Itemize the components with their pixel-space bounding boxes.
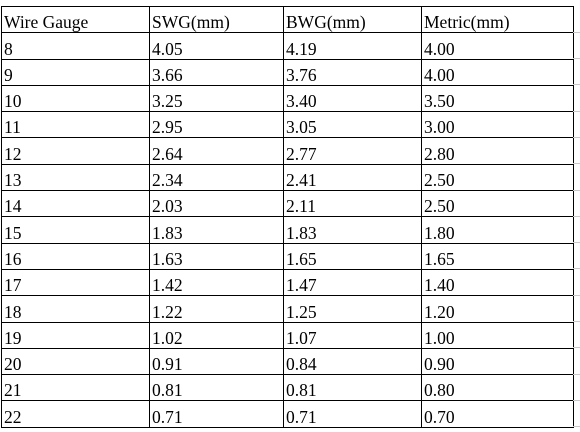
cell-bwg-mm: 2.11 [283,190,422,218]
gridline-stub [573,426,580,427]
gridline-stub [573,111,580,112]
cell-bwg-mm: 4.19 [283,32,422,60]
cell-wire-gauge: 15 [1,216,150,244]
cell-bwg-mm: 3.76 [283,58,422,86]
cell-swg-mm: 2.95 [149,111,284,139]
cell-metric-mm: 1.80 [421,216,574,244]
cell-swg-mm: 3.25 [149,84,284,113]
gridline-stub [573,321,580,322]
table-row: 14 2.03 2.11 2.50 [1,190,574,218]
cell-swg-mm: 2.03 [149,190,284,218]
cell-metric-mm: 3.00 [421,111,574,139]
cell-bwg-mm: 2.41 [283,163,422,192]
cell-bwg-mm: 3.05 [283,111,422,139]
gridline-stub [573,137,580,138]
cell-swg-mm: 1.22 [149,295,284,323]
cell-wire-gauge: 13 [1,163,150,192]
gridline-stub [573,268,580,269]
cell-metric-mm: 1.00 [421,321,574,349]
cell-bwg-mm: 1.65 [283,242,422,270]
table-row: 16 1.63 1.65 1.65 [1,242,574,270]
cell-wire-gauge: 21 [1,374,150,402]
table-row: 17 1.42 1.47 1.40 [1,268,574,297]
cell-swg-mm: 1.83 [149,216,284,244]
cell-metric-mm: 0.70 [421,400,574,428]
cell-metric-mm: 4.00 [421,32,574,60]
cell-wire-gauge: 16 [1,242,150,270]
gridline-stub [573,58,580,59]
sheet-edge-gridlines [573,0,580,432]
cell-metric-mm: 0.80 [421,374,574,402]
cell-metric-mm: 2.50 [421,190,574,218]
table-row: 10 3.25 3.40 3.50 [1,84,574,113]
cell-metric-mm: 1.65 [421,242,574,270]
gridline-stub [573,32,580,33]
cell-wire-gauge: 12 [1,137,150,165]
cell-bwg-mm: 1.83 [283,216,422,244]
cell-wire-gauge: 9 [1,58,150,86]
cell-metric-mm: 2.50 [421,163,574,192]
cell-metric-mm: 3.50 [421,84,574,113]
cell-wire-gauge: 18 [1,295,150,323]
table-row: 22 0.71 0.71 0.70 [1,400,574,428]
cell-bwg-mm: 0.81 [283,374,422,402]
cell-swg-mm: 0.81 [149,374,284,402]
cell-bwg-mm: 0.71 [283,400,422,428]
gridline-stub [573,216,580,217]
table-header-row: Wire Gauge SWG(mm) BWG(mm) Metric(mm) [1,5,574,34]
cell-metric-mm: 4.00 [421,58,574,86]
cell-bwg-mm: 3.40 [283,84,422,113]
table-row: 19 1.02 1.07 1.00 [1,321,574,349]
header-metric-mm: Metric(mm) [421,5,574,34]
cell-swg-mm: 1.63 [149,242,284,270]
cell-wire-gauge: 22 [1,400,150,428]
table-row: 9 3.66 3.76 4.00 [1,58,574,86]
cell-wire-gauge: 11 [1,111,150,139]
gridline-stub [573,374,580,375]
table-row: 8 4.05 4.19 4.00 [1,32,574,60]
cell-metric-mm: 0.90 [421,347,574,376]
cell-bwg-mm: 1.47 [283,268,422,297]
header-swg-mm: SWG(mm) [149,5,284,34]
cell-wire-gauge: 19 [1,321,150,349]
cell-bwg-mm: 2.77 [283,137,422,165]
header-bwg-mm: BWG(mm) [283,5,422,34]
table-row: 21 0.81 0.81 0.80 [1,374,574,402]
cell-metric-mm: 1.20 [421,295,574,323]
gridline-stub [573,242,580,243]
cell-wire-gauge: 20 [1,347,150,376]
table-row: 15 1.83 1.83 1.80 [1,216,574,244]
header-wire-gauge: Wire Gauge [1,5,150,34]
table-row: 12 2.64 2.77 2.80 [1,137,574,165]
cell-swg-mm: 1.42 [149,268,284,297]
cell-swg-mm: 0.91 [149,347,284,376]
cell-swg-mm: 3.66 [149,58,284,86]
gridline-stub [573,84,580,85]
table-row: 20 0.91 0.84 0.90 [1,347,574,376]
cell-swg-mm: 2.64 [149,137,284,165]
cell-bwg-mm: 1.07 [283,321,422,349]
table-row: 11 2.95 3.05 3.00 [1,111,574,139]
gridline-stub [573,400,580,401]
cell-swg-mm: 2.34 [149,163,284,192]
table-body: 8 4.05 4.19 4.00 9 3.66 3.76 4.00 10 3.25 3.40 3.50… [1,32,574,428]
cell-metric-mm: 2.80 [421,137,574,165]
cell-wire-gauge: 14 [1,190,150,218]
cell-swg-mm: 4.05 [149,32,284,60]
cell-wire-gauge: 17 [1,268,150,297]
cell-wire-gauge: 8 [1,32,150,60]
cell-wire-gauge: 10 [1,84,150,113]
table-row: 13 2.34 2.41 2.50 [1,163,574,192]
cell-swg-mm: 0.71 [149,400,284,428]
gridline-stub [573,190,580,191]
cell-swg-mm: 1.02 [149,321,284,349]
cell-bwg-mm: 1.25 [283,295,422,323]
cell-bwg-mm: 0.84 [283,347,422,376]
table-row: 18 1.22 1.25 1.20 [1,295,574,323]
gridline-stub [573,163,580,164]
gridline-stub [573,295,580,296]
cell-metric-mm: 1.40 [421,268,574,297]
gridline-stub [573,347,580,348]
